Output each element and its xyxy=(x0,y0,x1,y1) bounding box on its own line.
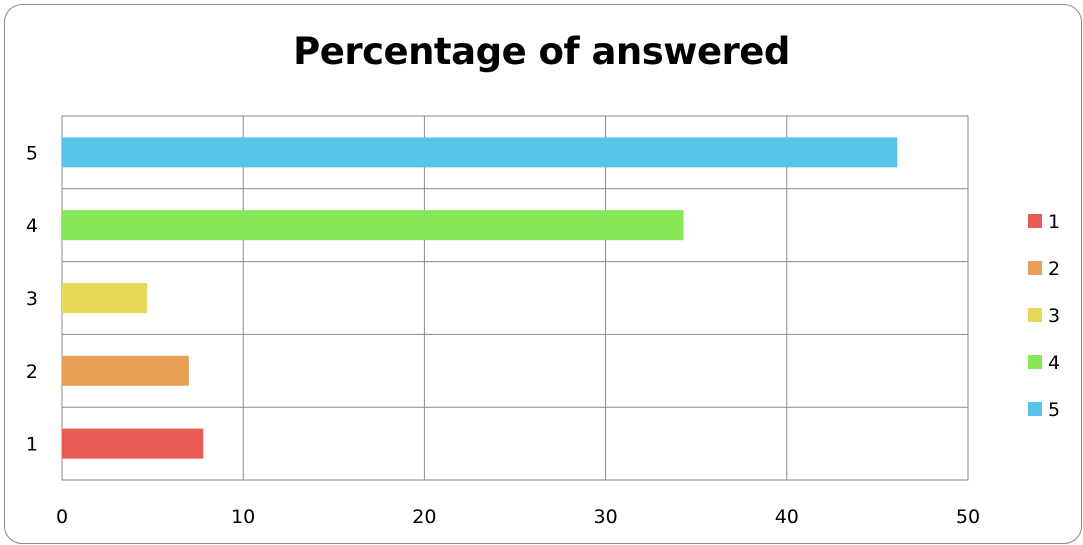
x-tick-label: 30 xyxy=(594,506,618,528)
legend-swatch-2 xyxy=(1028,261,1042,275)
legend-swatch-5 xyxy=(1028,402,1042,416)
plot-area-border xyxy=(61,115,969,481)
bars xyxy=(62,137,898,459)
legend-label-5: 5 xyxy=(1048,399,1060,421)
x-axis-ticks: 0 10 20 30 40 50 xyxy=(56,506,980,528)
y-tick-label: 1 xyxy=(26,434,38,456)
legend-label-3: 3 xyxy=(1048,305,1060,327)
legend-swatch-1 xyxy=(1028,214,1042,228)
x-tick-label: 50 xyxy=(956,506,980,528)
grid xyxy=(61,115,969,481)
chart-title: Percentage of answered xyxy=(293,30,790,73)
legend-label-1: 1 xyxy=(1048,211,1060,233)
bar-3 xyxy=(62,283,148,313)
bar-4 xyxy=(62,210,684,241)
y-tick-label: 5 xyxy=(26,142,38,164)
legend-swatch-3 xyxy=(1028,308,1042,322)
bar-1 xyxy=(62,428,204,459)
y-axis-ticks: 1 2 3 4 5 xyxy=(26,142,38,455)
legend: 1 2 3 4 5 xyxy=(1028,211,1060,421)
x-tick-label: 20 xyxy=(412,506,436,528)
bar-5 xyxy=(62,137,898,168)
legend-swatch-4 xyxy=(1028,355,1042,369)
bar-2 xyxy=(62,355,189,386)
y-tick-label: 3 xyxy=(26,288,38,310)
legend-label-4: 4 xyxy=(1048,352,1060,374)
x-tick-label: 0 xyxy=(56,506,68,528)
x-tick-label: 40 xyxy=(775,506,799,528)
legend-label-2: 2 xyxy=(1048,258,1060,280)
y-tick-label: 2 xyxy=(26,361,38,383)
y-tick-label: 4 xyxy=(26,215,38,237)
x-tick-label: 10 xyxy=(231,506,255,528)
